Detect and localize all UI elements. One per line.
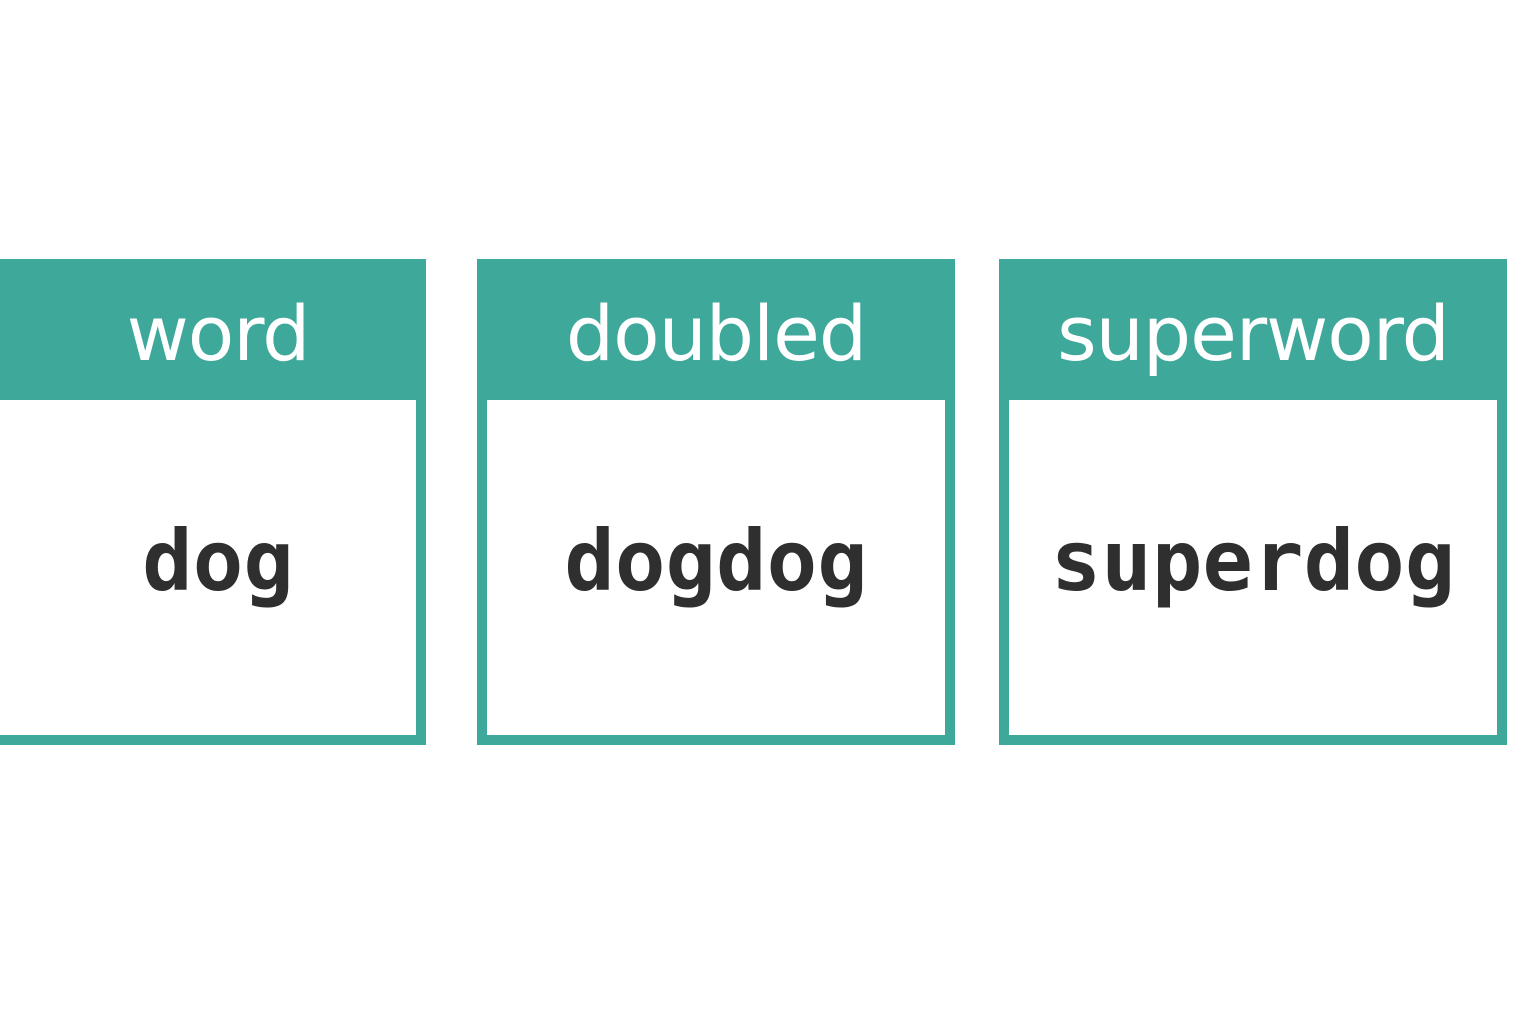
box-value-word: dog — [0, 400, 416, 735]
box-value-superword: superdog — [1009, 400, 1497, 735]
box-doubled: doubled dogdog — [477, 259, 955, 745]
box-header-superword: superword — [1057, 289, 1450, 378]
box-header-word: word — [126, 289, 311, 378]
box-value-doubled: dogdog — [487, 400, 945, 735]
box-header-doubled: doubled — [565, 289, 867, 378]
box-superword: superword superdog — [999, 259, 1507, 745]
box-word: word dog — [0, 259, 426, 745]
